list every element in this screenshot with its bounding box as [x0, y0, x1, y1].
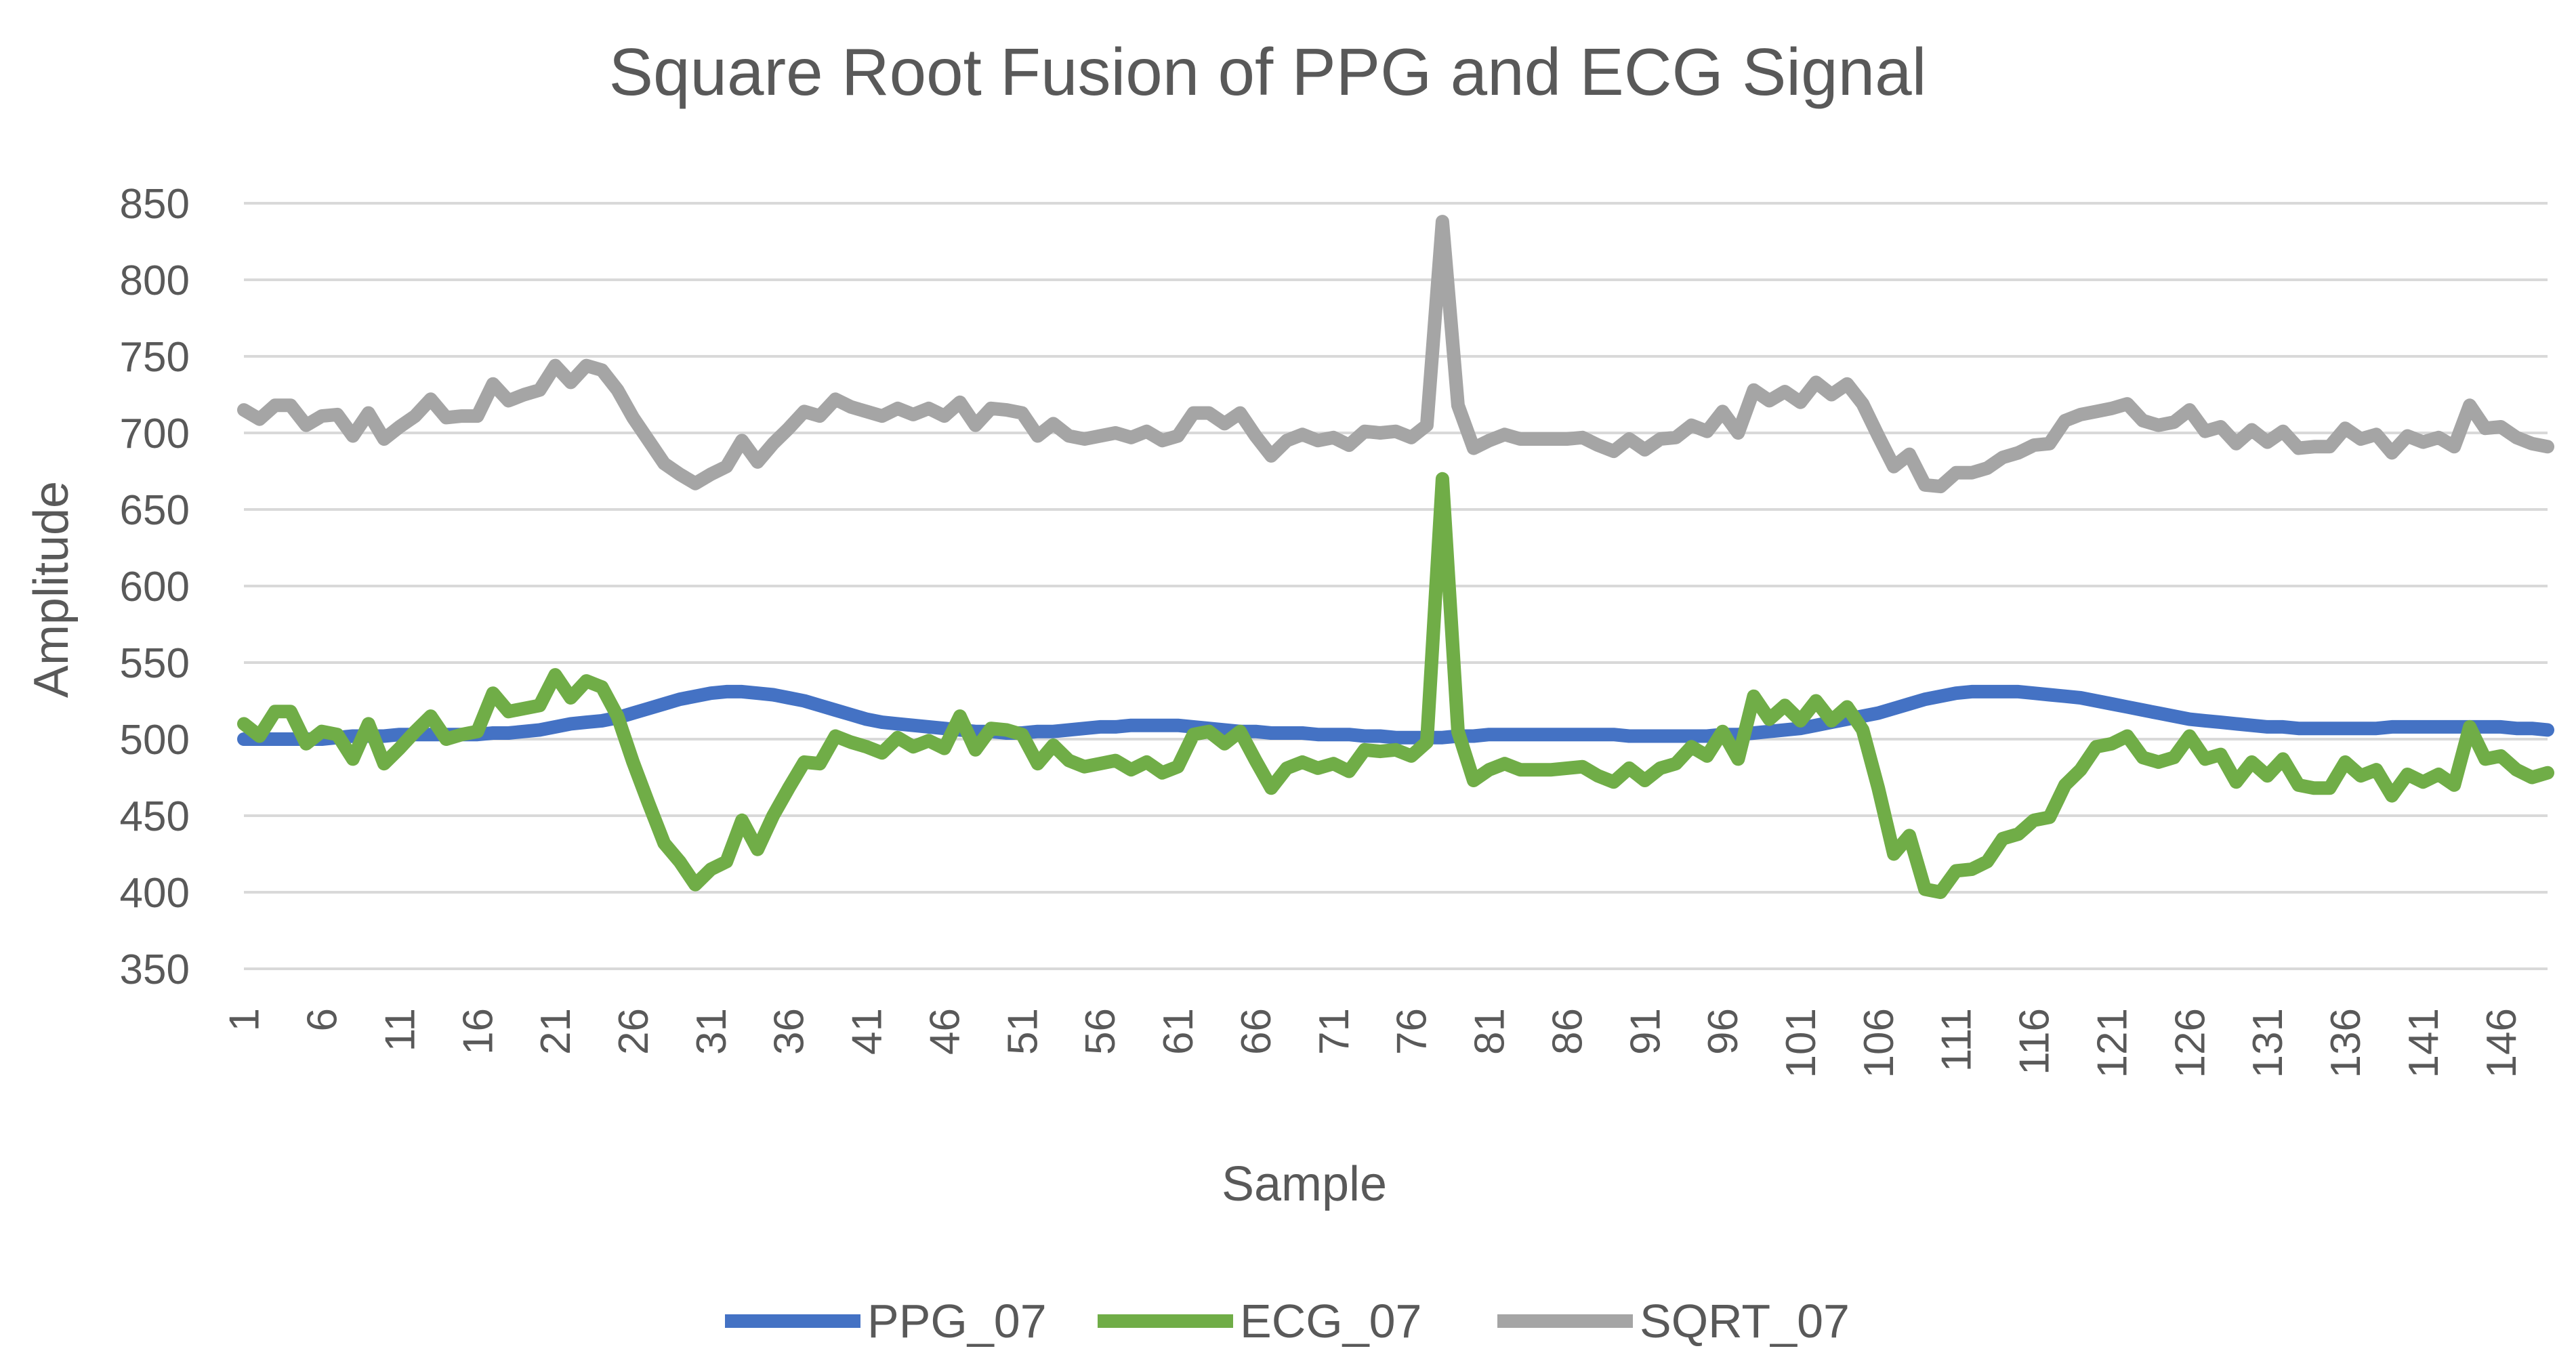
x-tick-label: 146: [2478, 1008, 2525, 1078]
x-tick-label: 136: [2323, 1008, 2369, 1078]
y-tick-label: 500: [120, 717, 190, 764]
y-tick-label: 750: [120, 334, 190, 381]
x-axis-title: Sample: [1222, 1157, 1387, 1211]
y-tick-label: 650: [120, 487, 190, 534]
legend-label: ECG_07: [1240, 1295, 1421, 1348]
x-tick-label: 36: [766, 1008, 813, 1055]
x-tick-label: 51: [999, 1008, 1046, 1055]
y-tick-label: 850: [120, 181, 190, 228]
legend-label: SQRT_07: [1640, 1295, 1850, 1348]
y-axis-title: Amplitude: [24, 481, 79, 698]
x-tick-label: 41: [844, 1008, 891, 1055]
x-tick-label: 21: [533, 1008, 579, 1055]
series-line-ppg-07: [237, 684, 2554, 746]
series-line-ecg-07: [237, 472, 2554, 899]
x-tick-label: 61: [1155, 1008, 1202, 1055]
x-tick-label: 26: [610, 1008, 657, 1055]
y-tick-label: 400: [120, 870, 190, 917]
legend-label: PPG_07: [867, 1295, 1047, 1348]
x-tick-label: 101: [1778, 1008, 1825, 1078]
x-tick-label: 1: [222, 1008, 268, 1031]
x-tick-label: 121: [2089, 1008, 2136, 1078]
x-tick-label: 91: [1622, 1008, 1669, 1055]
legend: PPG_07 ECG_07 SQRT_07: [725, 1295, 1850, 1348]
y-tick-label: 600: [120, 564, 190, 610]
series-lines: [237, 215, 2554, 899]
x-tick-label: 106: [1856, 1008, 1903, 1078]
y-tick-label: 450: [120, 793, 190, 840]
x-tick-label: 46: [921, 1008, 968, 1055]
y-tick-label: 700: [120, 411, 190, 457]
x-tick-label: 126: [2167, 1008, 2214, 1078]
x-tick-label: 56: [1077, 1008, 1124, 1055]
x-tick-label: 111: [1934, 1008, 1980, 1072]
x-tick-label: 66: [1233, 1008, 1280, 1055]
y-axis-ticks: 350 400 450 500 550 600 650 700 750 800 850: [120, 181, 190, 993]
y-tick-label: 800: [120, 257, 190, 304]
x-tick-label: 76: [1389, 1008, 1436, 1055]
x-tick-label: 96: [1700, 1008, 1747, 1055]
chart-title: Square Root Fusion of PPG and ECG Signal: [609, 35, 1927, 109]
gridlines: [244, 202, 2548, 970]
x-tick-label: 6: [299, 1008, 346, 1031]
x-axis-ticks: 1 6 11 16 21 26 31 36 41 46 51 56 61 66 71 76 81 86 91 96 10…: [222, 1008, 2525, 1078]
x-tick-label: 11: [377, 1008, 423, 1051]
x-tick-label: 16: [455, 1008, 501, 1055]
x-tick-label: 86: [1544, 1008, 1591, 1055]
x-tick-label: 131: [2245, 1008, 2291, 1078]
y-tick-label: 350: [120, 946, 190, 993]
x-tick-label: 31: [688, 1008, 735, 1055]
series-line-sqrt-07: [237, 215, 2554, 494]
x-tick-label: 81: [1467, 1008, 1514, 1055]
x-tick-label: 141: [2401, 1008, 2447, 1078]
x-tick-label: 116: [2012, 1008, 2058, 1075]
y-tick-label: 550: [120, 640, 190, 687]
x-tick-label: 71: [1311, 1008, 1358, 1055]
